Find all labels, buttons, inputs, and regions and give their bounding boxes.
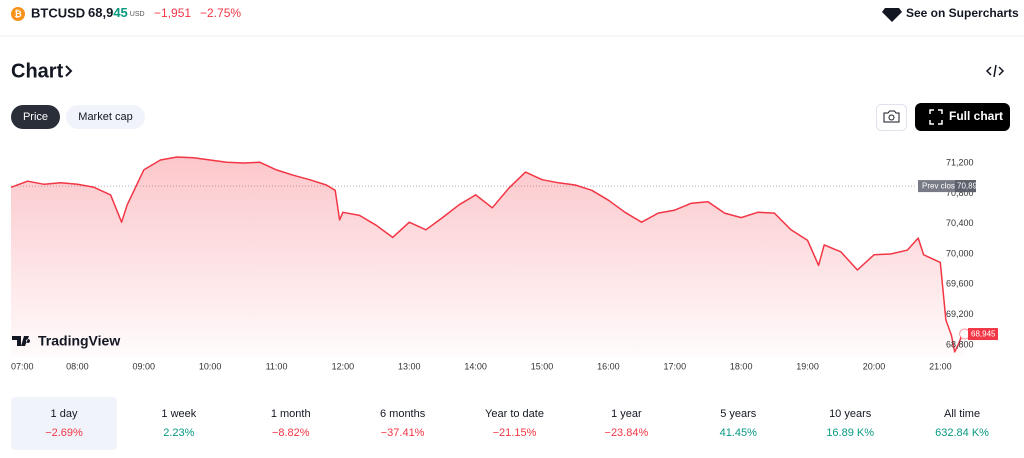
period-change[interactable]: 16.89 K% [826, 427, 874, 439]
period-label[interactable]: 6 months [380, 408, 426, 420]
period-change[interactable]: −23.84% [605, 427, 649, 439]
x-tick-label: 08:00 [66, 361, 89, 371]
x-tick-label: 12:00 [332, 361, 355, 371]
y-tick-label: 70,000 [946, 248, 974, 258]
x-tick-label: 16:00 [597, 361, 620, 371]
snapshot-button[interactable] [876, 104, 907, 131]
tab-market-cap[interactable] [66, 105, 145, 129]
tab-price[interactable] [11, 105, 60, 129]
brand: TradingView [38, 333, 120, 349]
y-tick-label: 70,400 [946, 218, 974, 228]
x-tick-label: 21:00 [929, 361, 952, 371]
period-label[interactable]: 10 years [829, 408, 872, 420]
period-label[interactable]: Year to date [485, 408, 544, 420]
period-change[interactable]: −2.69% [45, 427, 83, 439]
y-tick-label: 69,200 [946, 309, 974, 319]
tab-label[interactable]: Market cap [78, 111, 132, 123]
x-tick-label: 07:00 [11, 361, 34, 371]
period-change[interactable]: 632.84 K% [935, 427, 989, 439]
prev-close-name: Prev close [922, 182, 960, 191]
x-tick-label: 18:00 [730, 361, 753, 371]
symbol: BTCUSD [31, 5, 85, 20]
x-tick-label: 13:00 [398, 361, 421, 371]
y-tick-label: 69,600 [946, 279, 974, 289]
y-tick-label: 71,200 [946, 157, 974, 167]
periods: 1 day −2.69% 1 week 2.23% 1 month −8.82% 6 mon… [11, 397, 989, 450]
currency: USD [130, 11, 145, 18]
last-price-label: 68,945 [971, 330, 996, 339]
period-change[interactable]: 41.45% [720, 427, 758, 439]
change-pct: −2.75% [200, 6, 241, 20]
y-tick-label: 70,800 [946, 188, 974, 198]
x-tick-label: 19:00 [796, 361, 819, 371]
price-tail: 45 [113, 5, 127, 20]
area-fill [11, 157, 965, 357]
price-line [10, 156, 966, 353]
x-tick-label: 11:00 [266, 361, 288, 371]
embed-icon[interactable] [985, 64, 1005, 78]
period-label[interactable]: 1 month [271, 408, 311, 420]
x-tick-label: 17:00 [664, 361, 687, 371]
plot: 68,800 69,200 69,600 70,000 70,400 70,800 71,2… [10, 156, 998, 371]
camera-lens [888, 114, 895, 121]
prev-close-value: 70,896 [957, 182, 982, 191]
period-change[interactable]: −37.41% [381, 427, 425, 439]
camera-icon [883, 110, 900, 123]
period-label[interactable]: 1 week [161, 408, 196, 420]
btc-glyph: ₿ [14, 9, 21, 19]
period-label[interactable]: 1 year [611, 408, 642, 420]
fullscreen-icon [929, 109, 943, 125]
period-selected-bg [11, 397, 117, 450]
full-chart-label[interactable]: Full chart [949, 109, 1003, 123]
prev-close-value-bg [955, 180, 976, 193]
tv-logo [12, 336, 31, 346]
change: −1,951 [154, 6, 191, 20]
section-title[interactable]: Chart [11, 60, 64, 82]
period-change[interactable]: 2.23% [163, 427, 194, 439]
x-tick-label: 10:00 [199, 361, 222, 371]
tab-label[interactable]: Price [23, 111, 48, 123]
supercharts-icon[interactable] [882, 8, 902, 22]
price-main: 68,9 [88, 5, 113, 20]
price: 68,945 USD [88, 5, 145, 20]
x-tick-label: 20:00 [863, 361, 886, 371]
y-tick-label: 68,800 [946, 339, 974, 349]
x-tick-label: 15:00 [531, 361, 554, 371]
period-label[interactable]: All time [944, 408, 980, 420]
supercharts-link[interactable]: See on Supercharts [906, 6, 1019, 20]
period-label[interactable]: 1 day [51, 408, 78, 420]
last-price-tag [968, 328, 998, 341]
chevron [65, 65, 73, 77]
btc-icon [11, 7, 25, 21]
x-tick-label: 14:00 [464, 361, 487, 371]
x-tick-label: 09:00 [132, 361, 155, 371]
period-change[interactable]: −8.82% [272, 427, 310, 439]
period-label[interactable]: 5 years [720, 408, 757, 420]
period-change[interactable]: −21.15% [493, 427, 537, 439]
